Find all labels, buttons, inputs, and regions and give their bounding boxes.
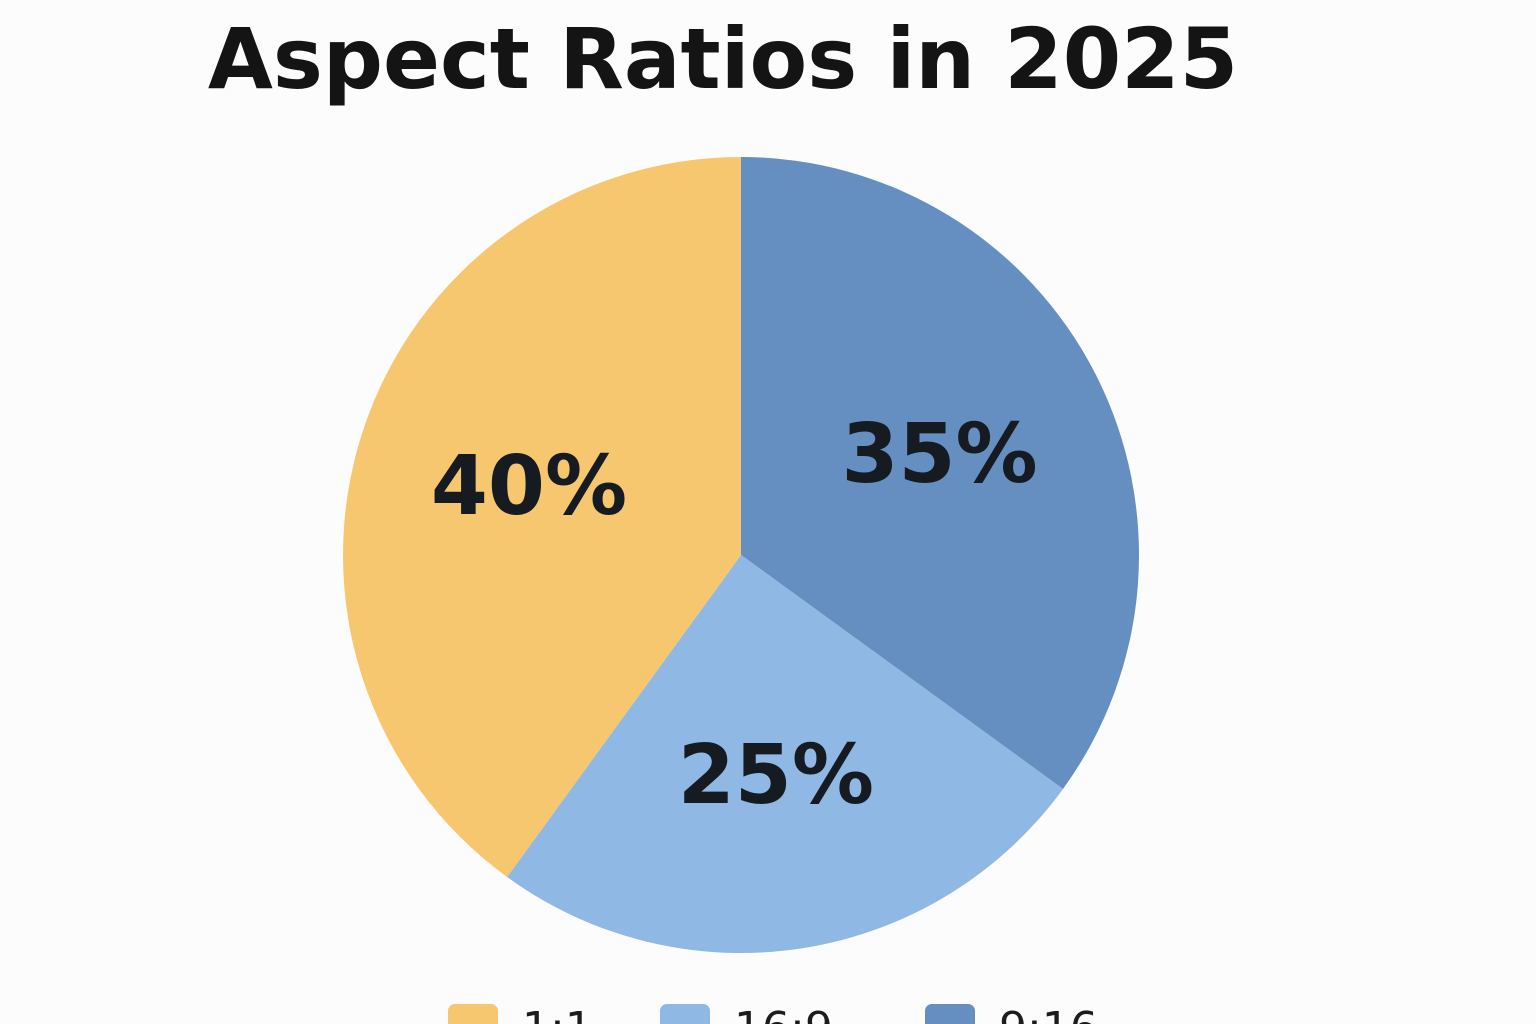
pie-slice-16-9 xyxy=(507,555,1063,953)
chart-title: Aspect Ratios in 2025 xyxy=(207,10,1239,108)
legend-label: 16:9 xyxy=(734,1004,833,1024)
legend-item-1-1: 1:1 xyxy=(448,1004,660,1024)
legend-swatch xyxy=(660,1004,710,1024)
legend-label: 9:16 xyxy=(999,1004,1098,1024)
legend-item-9-16: 9:16 xyxy=(925,1004,1125,1024)
legend-item-16-9: 16:9 xyxy=(660,1004,925,1024)
pie-slice-label-1-1: 40% xyxy=(431,439,627,534)
legend-swatch xyxy=(925,1004,975,1024)
pie-slice-9-16 xyxy=(741,157,1139,789)
legend-label: 1:1 xyxy=(522,1004,593,1024)
pie-slice-label-9-16: 35% xyxy=(841,407,1037,502)
legend: 1:1 16:9 9:16 xyxy=(448,1004,1125,1024)
legend-swatch xyxy=(448,1004,498,1024)
pie-slice-label-16-9: 25% xyxy=(678,728,874,823)
pie-slice-1-1 xyxy=(343,157,741,877)
